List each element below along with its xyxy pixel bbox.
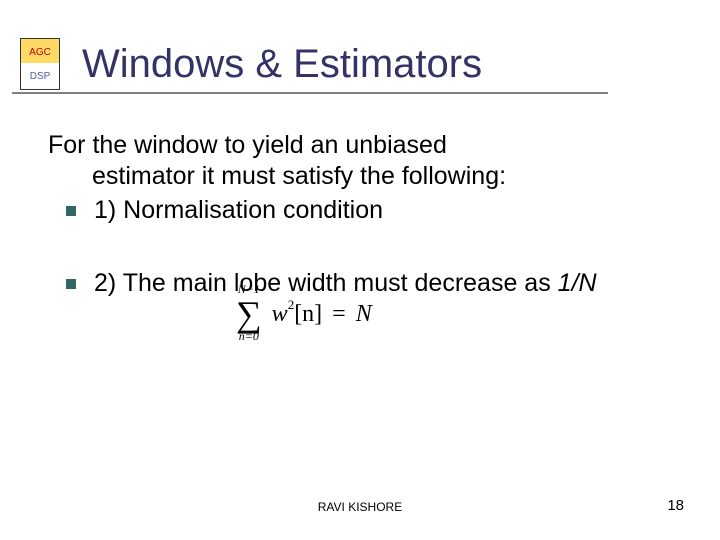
bullet-marker-icon <box>66 279 76 289</box>
formula-rhs: N <box>356 301 372 328</box>
intro-line1: For the window to yield an unbiased <box>48 131 447 159</box>
formula-eq: = <box>332 301 346 328</box>
formula-arg: [n] <box>294 301 322 327</box>
formula-base: w <box>272 301 288 327</box>
formula-term: w2[n] <box>272 301 323 328</box>
slide-body: For the window to yield an unbiased esti… <box>48 130 672 298</box>
formula-exponent: 2 <box>288 297 295 312</box>
sigma-symbol: ∑ <box>236 294 262 334</box>
bullet-2: 2) The main lobe width must decrease as … <box>48 268 672 299</box>
logo-box: AGC DSP <box>20 38 60 90</box>
bullet-2-text: 2) The main lobe width must decrease as … <box>94 268 597 299</box>
title-underline <box>12 92 608 94</box>
intro-text: For the window to yield an unbiased esti… <box>48 130 672 191</box>
logo-top: AGC <box>21 39 59 65</box>
footer-author: RAVI KISHORE <box>0 500 720 514</box>
intro-line2: estimator it must satisfy the following: <box>92 161 672 192</box>
sigma-lower: n=0 <box>239 329 259 344</box>
logo-bottom: DSP <box>21 63 59 89</box>
bullet-marker-icon <box>66 206 76 216</box>
bullet-1-text: 1) Normalisation condition <box>94 195 383 226</box>
slide-title: Windows & Estimators <box>82 42 482 87</box>
formula: N−1 ∑ n=0 w2[n] = N <box>236 296 372 332</box>
sigma-upper: N−1 <box>238 282 260 297</box>
bullet-2-pre: 2) The main lobe width must decrease as <box>94 269 558 297</box>
bullet-1: 1) Normalisation condition <box>48 195 672 226</box>
footer-page-number: 18 <box>667 497 684 514</box>
bullet-2-italic: 1/N <box>558 269 597 297</box>
title-row: AGC DSP Windows & Estimators <box>20 38 700 114</box>
sigma-wrap: N−1 ∑ n=0 <box>236 296 262 332</box>
